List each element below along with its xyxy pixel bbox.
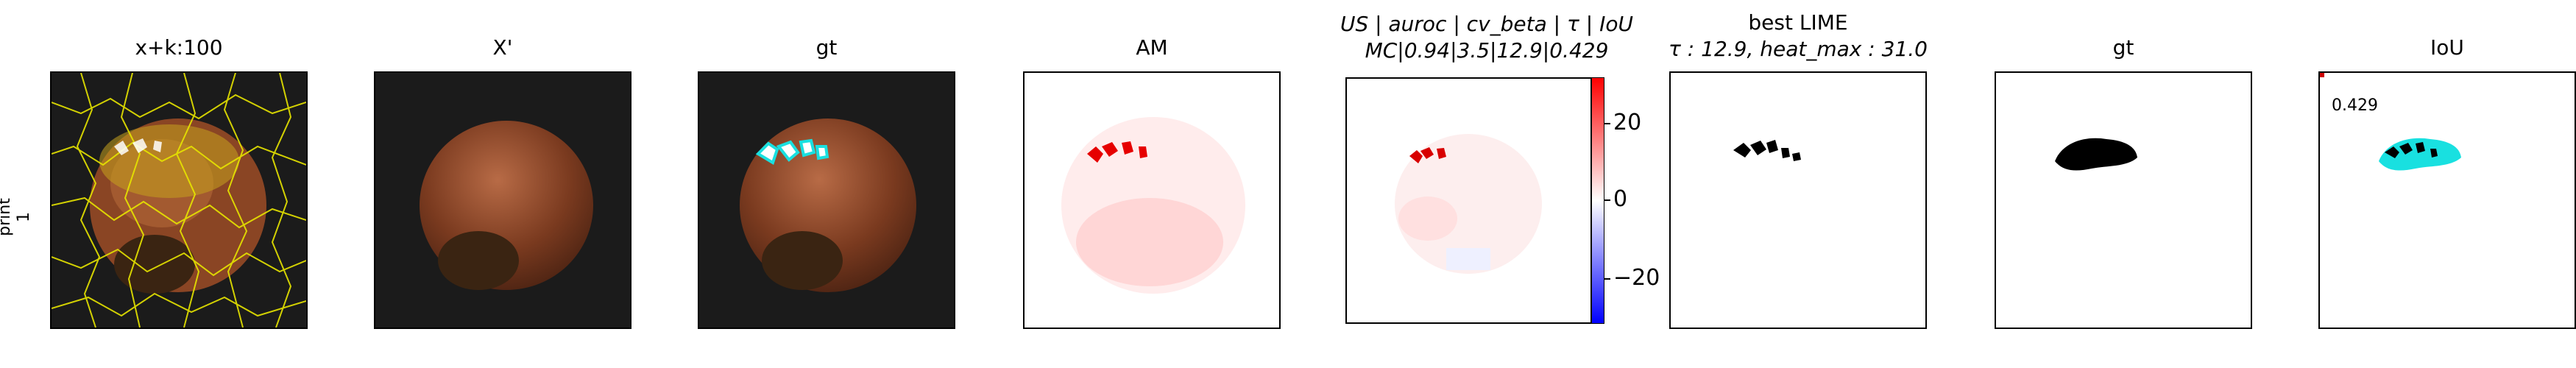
colorbar: [1591, 77, 1604, 324]
us-heatmap-panel: [1345, 77, 1592, 324]
colorbar-tick: [1604, 278, 1610, 280]
panel-title-lime: best LIME: [1748, 10, 1848, 35]
colorbar-tick: [1604, 123, 1610, 124]
am-heatmap: [1025, 73, 1279, 328]
superpixel-image-panel: [50, 71, 308, 329]
am-heatmap-panel: [1023, 71, 1281, 329]
lime-mask-panel: [1669, 71, 1927, 329]
colorbar-label: −20: [1613, 265, 1660, 291]
gt-overlay-panel: [698, 71, 955, 329]
panel-title-metrics: US | auroc | cv_beta | τ | IoU: [1340, 12, 1633, 36]
gt-overlay-image: [699, 73, 954, 328]
colorbar-label: 20: [1613, 110, 1642, 135]
panel-subtitle-lime: τ : 12.9, heat_max : 31.0: [1669, 37, 1928, 61]
reconstruction-panel: [374, 71, 631, 329]
row-label: print 1: [0, 198, 34, 236]
us-heatmap: [1347, 79, 1590, 322]
superpixel-image: [52, 73, 306, 328]
panel-title-gt: gt: [815, 35, 838, 60]
gt-mask-panel: [1995, 71, 2252, 329]
colorbar-tick: [1604, 199, 1610, 201]
panel-title-iou: IoU: [2430, 35, 2464, 60]
panel-title-am: AM: [1136, 35, 1168, 60]
iou-overlay: [2320, 73, 2575, 328]
iou-value: 0.429: [2332, 96, 2378, 115]
panel-subtitle-metrics: MC|0.94|3.5|12.9|0.429: [1365, 38, 1609, 63]
panel-title-superpixels: x+k:100: [135, 35, 223, 60]
panel-title-gt-mask: gt: [2112, 35, 2134, 60]
gt-mask: [1996, 73, 2251, 328]
iou-panel: 0.429: [2318, 71, 2576, 329]
colorbar-label: 0: [1613, 186, 1628, 212]
reconstruction-image: [375, 73, 630, 328]
panel-title-xprime: X': [492, 35, 513, 60]
lime-mask: [1671, 73, 1925, 328]
